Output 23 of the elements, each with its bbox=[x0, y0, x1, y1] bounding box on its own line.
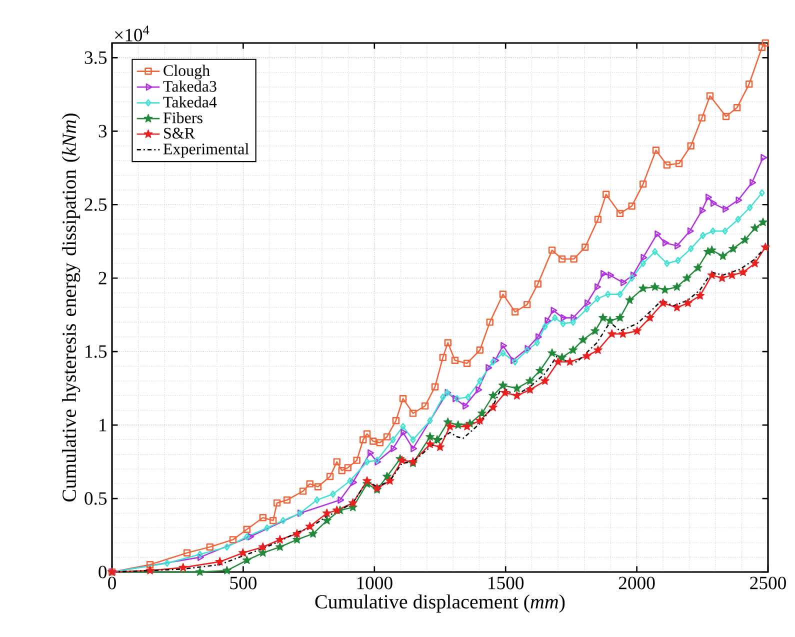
x-tick-label: 1500 bbox=[488, 576, 524, 590]
x-tick-label: 2500 bbox=[750, 576, 786, 590]
y-tick-label: 2.5 bbox=[84, 198, 107, 211]
x-tick-label: 1000 bbox=[357, 576, 392, 590]
x-tick-label: 2000 bbox=[618, 576, 655, 590]
legend-label: Takeda4 bbox=[163, 96, 217, 108]
y-tick-label: 3 bbox=[98, 124, 107, 138]
legend-label: Takeda3 bbox=[163, 80, 216, 92]
legend-label: Clough bbox=[164, 64, 210, 80]
x-tick-label: 0 bbox=[108, 576, 116, 590]
text: ×10$^{4}$ bbox=[115, 26, 150, 42]
legend-label: Experimental bbox=[163, 143, 249, 158]
legend-label: Fibers bbox=[163, 112, 202, 124]
x-tick-label: 500 bbox=[230, 576, 256, 590]
x-axis-title: Cumulative displacement (mm) bbox=[315, 594, 565, 613]
y-tick-label: 2 bbox=[98, 272, 106, 284]
y-tick-label: 1 bbox=[100, 418, 106, 432]
y-tick-label: 1.5 bbox=[86, 345, 107, 358]
y-tick-label: 0.5 bbox=[84, 492, 107, 505]
y-axis-title: Cumulative hysteresis energy dissipation (kNm) bbox=[62, 114, 80, 502]
y-tick-label: 3.5 bbox=[84, 51, 107, 64]
legend-label: S&R bbox=[164, 128, 195, 139]
y-tick-label: 0 bbox=[98, 566, 107, 578]
